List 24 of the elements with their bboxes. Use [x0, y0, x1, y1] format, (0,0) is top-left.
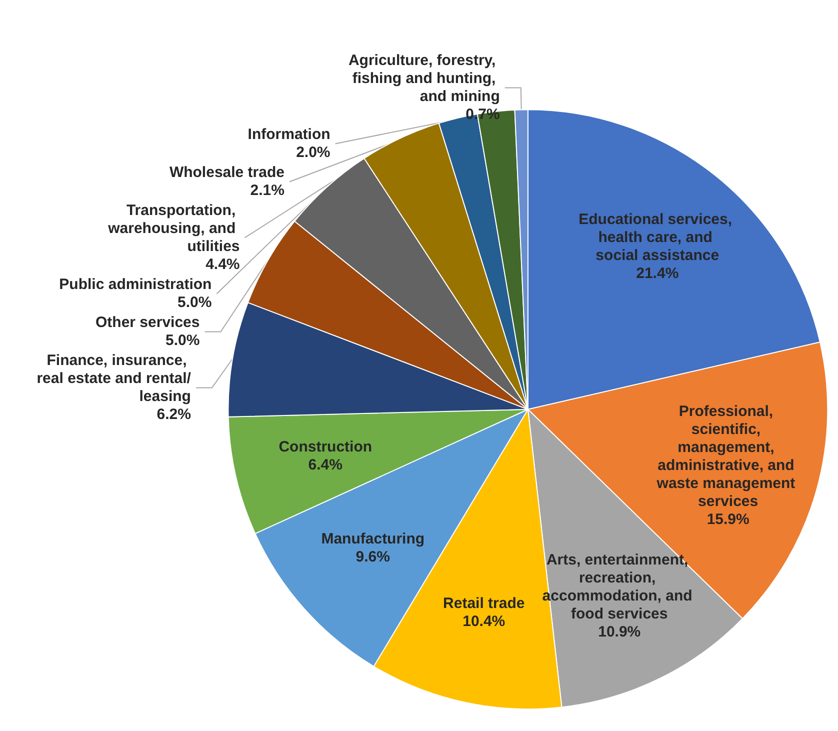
- slice-label: Wholesale trade: [169, 164, 284, 182]
- slice-label: Professional, scientific, management, administrative, and waste management services: [656, 402, 800, 510]
- data-label: 6.4%: [308, 456, 342, 474]
- slice-label: Information: [248, 126, 330, 144]
- slice-label: Other services: [95, 314, 200, 332]
- data-label: 15.9%: [706, 510, 750, 528]
- data-label: 2.1%: [250, 182, 284, 200]
- slice-label: Public administration: [59, 276, 212, 294]
- data-label: 21.4%: [636, 265, 679, 282]
- slice-label: Retail trade: [443, 594, 525, 612]
- data-label: 5.0%: [178, 294, 212, 312]
- data-label: 2.0%: [296, 144, 330, 162]
- data-label: 9.6%: [356, 548, 390, 566]
- slice-label: Transportation, warehousing, and utilities: [107, 202, 240, 256]
- data-label: 6.2%: [156, 406, 191, 424]
- slice-label: Educational services, health care, and social assistance: [578, 211, 736, 264]
- data-label: 5.0%: [166, 332, 200, 350]
- slice-label: Finance, insurance, real estate and rental/leasing: [36, 352, 192, 406]
- slice-label: Construction: [278, 438, 372, 456]
- data-label: 4.4%: [206, 256, 240, 274]
- slice-label: Manufacturing: [321, 530, 425, 548]
- data-label: 10.4%: [462, 612, 506, 630]
- slice-label: Agriculture, forestry, fishing and hunting, and mining: [348, 52, 500, 106]
- data-label: 10.9%: [598, 624, 641, 641]
